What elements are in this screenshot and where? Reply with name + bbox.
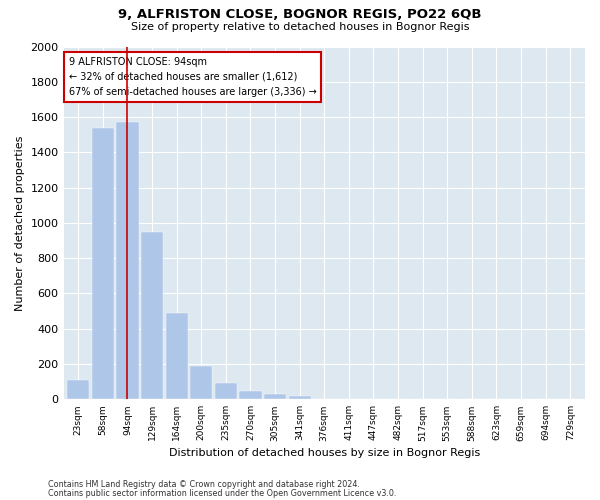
Text: 9 ALFRISTON CLOSE: 94sqm
← 32% of detached houses are smaller (1,612)
67% of sem: 9 ALFRISTON CLOSE: 94sqm ← 32% of detach… xyxy=(69,57,317,96)
Bar xyxy=(116,122,139,400)
Bar xyxy=(215,382,237,400)
Bar xyxy=(141,232,163,400)
Y-axis label: Number of detached properties: Number of detached properties xyxy=(15,135,25,310)
Text: Contains public sector information licensed under the Open Government Licence v3: Contains public sector information licen… xyxy=(48,488,397,498)
Bar xyxy=(239,392,262,400)
Bar xyxy=(190,366,212,400)
Bar xyxy=(92,128,114,400)
Bar xyxy=(264,394,286,400)
Text: Contains HM Land Registry data © Crown copyright and database right 2024.: Contains HM Land Registry data © Crown c… xyxy=(48,480,360,489)
Text: Size of property relative to detached houses in Bognor Regis: Size of property relative to detached ho… xyxy=(131,22,469,32)
Bar xyxy=(166,313,188,400)
Bar xyxy=(289,396,311,400)
X-axis label: Distribution of detached houses by size in Bognor Regis: Distribution of detached houses by size … xyxy=(169,448,480,458)
Text: 9, ALFRISTON CLOSE, BOGNOR REGIS, PO22 6QB: 9, ALFRISTON CLOSE, BOGNOR REGIS, PO22 6… xyxy=(118,8,482,20)
Bar xyxy=(67,380,89,400)
